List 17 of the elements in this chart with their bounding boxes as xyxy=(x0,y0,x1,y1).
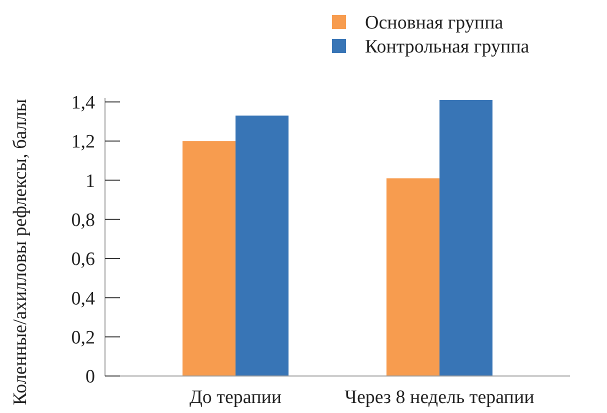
y-tick-label: 0,6 xyxy=(71,249,95,270)
bar xyxy=(236,116,289,376)
y-tick-label: 0,2 xyxy=(71,327,95,348)
bar xyxy=(439,100,492,376)
x-tick-label: Через 8 недель терапии xyxy=(344,387,534,408)
y-axis-title: Коленные/ахилловы рефлексы, баллы xyxy=(10,98,31,406)
y-tick-label: 1,4 xyxy=(71,92,96,114)
x-tick-label: До терапии xyxy=(189,387,282,408)
y-tick-label: 1,2 xyxy=(71,132,95,153)
bar xyxy=(386,178,440,376)
y-tick-label: 0,4 xyxy=(71,288,96,310)
y-tick-label: 0,8 xyxy=(71,210,95,232)
bar xyxy=(182,141,236,376)
y-tick-label: 0 xyxy=(86,366,95,388)
legend-label: Контрольная группа xyxy=(365,36,530,58)
y-tick-label: 1 xyxy=(86,170,95,192)
legend-label: Основная группа xyxy=(365,12,504,34)
